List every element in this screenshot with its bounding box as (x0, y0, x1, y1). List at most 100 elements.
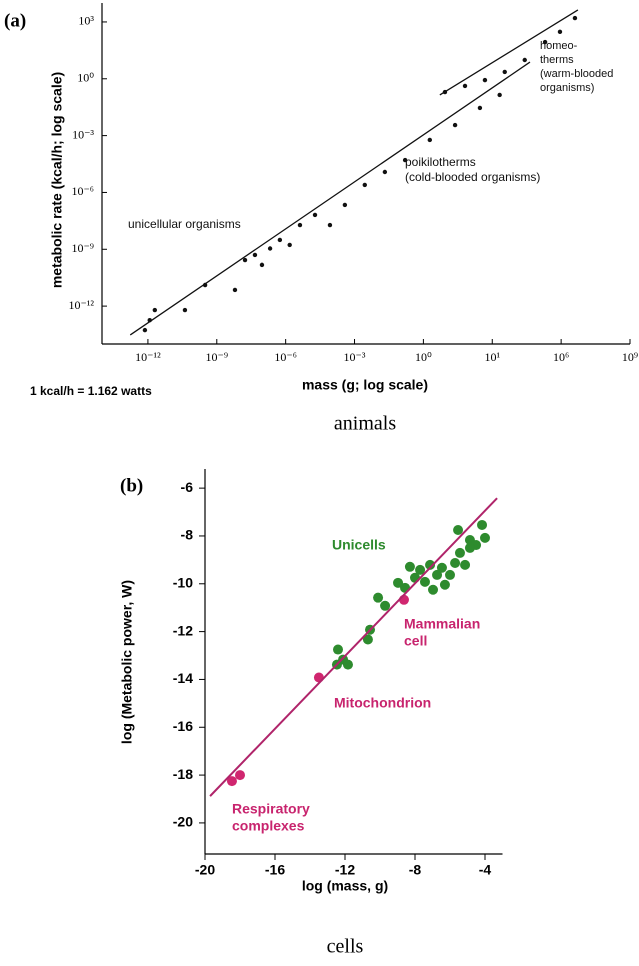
point (373, 592, 384, 603)
x-tick-label: 10⁻³ (344, 350, 366, 364)
point (333, 644, 343, 655)
point (425, 559, 436, 570)
point (267, 246, 273, 251)
caption: cells (327, 936, 364, 958)
point (427, 137, 432, 143)
y-tick-label: 10⁻¹² (68, 298, 94, 312)
point (404, 561, 415, 572)
point (436, 562, 447, 573)
point (482, 77, 488, 83)
point (327, 222, 333, 228)
y-axis-title: log (Metabolic power, W) (119, 580, 135, 744)
x-tick-label: 10⁻¹² (135, 350, 161, 364)
point (342, 202, 348, 208)
point (497, 92, 502, 98)
point (402, 157, 408, 163)
point (452, 122, 458, 128)
point (362, 182, 367, 188)
x-tick-label: -4 (479, 862, 492, 878)
x-tick-label: 10¹ (484, 350, 500, 364)
point (382, 169, 388, 175)
point (252, 252, 258, 258)
point (453, 524, 464, 535)
point (297, 222, 303, 228)
annotation: homeo- (540, 40, 578, 52)
y-tick-label: -8 (181, 527, 194, 543)
annotation: unicellular organisms (128, 217, 241, 231)
x-tick-label: -8 (409, 862, 422, 878)
annotation: Respiratory (232, 801, 310, 817)
y-tick-label: 10⁰ (77, 71, 94, 85)
point (445, 569, 455, 580)
point (380, 600, 391, 611)
point (454, 547, 465, 558)
point (152, 307, 158, 313)
y-tick-label: -6 (181, 479, 194, 495)
point (419, 576, 430, 587)
y-tick-label: 10⁻³ (72, 127, 94, 141)
y-tick-label: -20 (173, 814, 193, 830)
annotation: complexes (232, 818, 305, 834)
point (142, 327, 148, 333)
point (226, 776, 237, 787)
x-tick-label: -20 (195, 862, 215, 878)
point (287, 242, 292, 248)
point (242, 257, 248, 263)
point (462, 83, 468, 89)
point (232, 287, 238, 293)
y-tick-label: -18 (173, 766, 193, 782)
annotation: organisms) (540, 82, 594, 94)
point (432, 569, 443, 580)
note: 1 kcal/h = 1.162 watts (30, 384, 152, 398)
x-tick-label: 10⁶ (553, 350, 569, 364)
point (450, 557, 461, 568)
point (362, 634, 373, 645)
annotation: therms (540, 54, 574, 66)
y-tick-label: -14 (173, 670, 193, 686)
point (572, 15, 578, 21)
y-tick-label: 10³ (78, 14, 94, 28)
caption: animals (334, 413, 396, 435)
annotation: (cold-blooded organisms) (405, 170, 540, 184)
y-axis-title: metabolic rate (kcal/h; log scale) (49, 72, 65, 288)
y-tick-label: 10⁻⁹ (71, 241, 94, 255)
y-tick-label: 10⁻⁶ (71, 184, 94, 198)
point (502, 69, 507, 75)
x-tick-label: 10⁻⁶ (274, 350, 297, 364)
x-tick-label: 10⁹ (622, 350, 638, 364)
point (259, 262, 265, 268)
x-tick-label: -12 (335, 862, 355, 878)
point (313, 672, 324, 683)
point (428, 584, 439, 595)
annotation: (warm-blooded (540, 68, 613, 80)
point (312, 212, 318, 218)
point (557, 29, 563, 35)
point (415, 564, 426, 575)
point (480, 532, 490, 543)
point (439, 579, 450, 590)
annotation: Unicells (332, 537, 386, 553)
x-axis-title: mass (g; log scale) (302, 377, 428, 393)
annotation: poikilotherms (405, 155, 476, 169)
fit-line (209, 497, 498, 797)
annotation: cell (404, 633, 427, 649)
fit-line (129, 61, 531, 336)
point (342, 659, 353, 670)
point (522, 57, 527, 63)
panel-label: (a) (4, 10, 26, 31)
annotation: Mammalian (404, 616, 480, 632)
y-tick-label: -12 (173, 622, 193, 638)
x-axis-title: log (mass, g) (302, 878, 388, 894)
x-tick-label: 10⁻⁹ (206, 350, 229, 364)
fit-line (439, 9, 579, 96)
point (277, 237, 283, 243)
point (393, 577, 404, 588)
x-tick-label: 10⁰ (415, 350, 432, 364)
point (460, 559, 471, 570)
point (542, 39, 548, 45)
point (182, 307, 188, 313)
y-tick-label: -10 (173, 574, 193, 590)
point (235, 770, 245, 781)
